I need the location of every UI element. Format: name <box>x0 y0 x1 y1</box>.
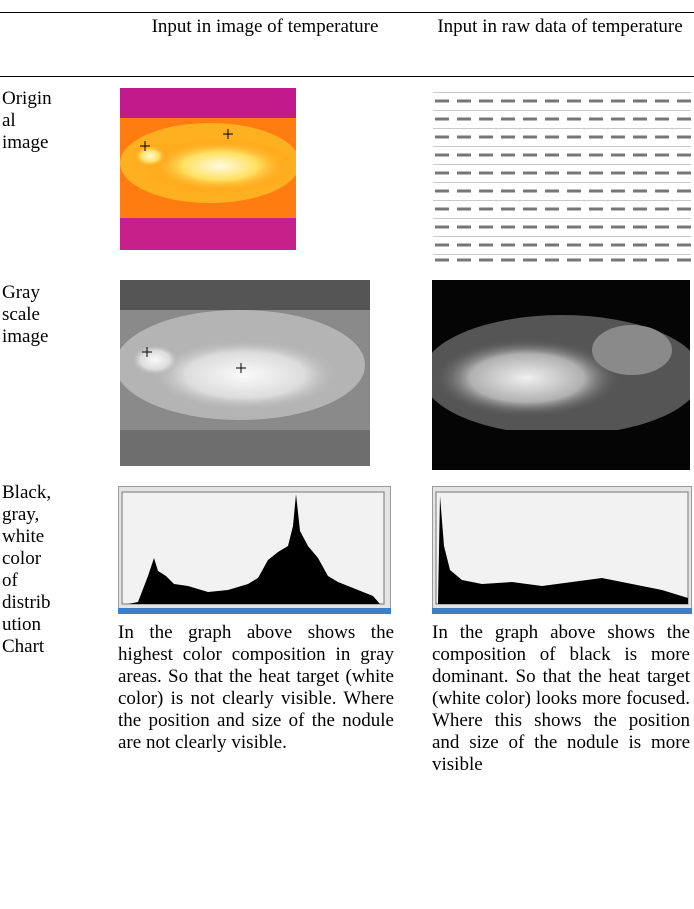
row-label: Black, gray, white color of distribution… <box>2 482 52 657</box>
row-label: Gray scale image <box>2 282 49 347</box>
raw-data-image <box>433 88 691 263</box>
description: In the graph above shows the highest col… <box>118 622 394 753</box>
histogram-raw-image <box>432 486 692 614</box>
header-rule <box>0 76 694 77</box>
grayscale-raw-image <box>432 280 690 470</box>
row-label: Original image <box>2 88 52 153</box>
top-rule <box>0 12 694 13</box>
grayscale-image <box>120 280 370 466</box>
histogram-image <box>118 486 391 614</box>
thermal-image <box>120 88 296 250</box>
header-cell: Input in raw data of temperature <box>437 16 683 37</box>
header-cell: Input in image of temperature <box>151 16 379 37</box>
description: In the graph above shows the composition… <box>432 622 690 775</box>
